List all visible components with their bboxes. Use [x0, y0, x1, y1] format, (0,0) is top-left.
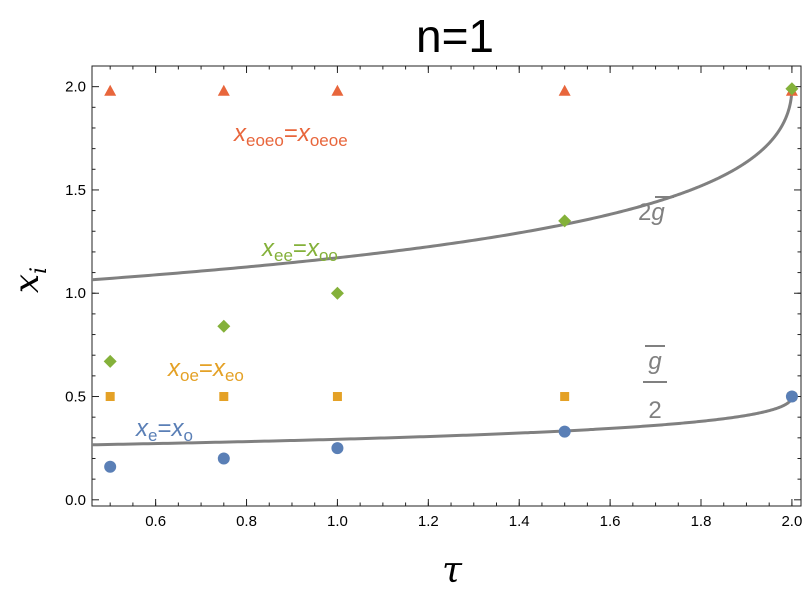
y-tick-label: 0.0	[65, 492, 86, 509]
x-tick-label: 1.6	[600, 513, 621, 530]
label-g-half-denominator: 2	[648, 397, 661, 424]
label-e-eq: =	[157, 415, 171, 442]
marker-e	[786, 391, 798, 403]
svg-text:xi: xi	[7, 267, 52, 293]
label-g-half-numerator: g	[648, 348, 662, 375]
marker-eoeo	[331, 85, 343, 96]
label-2g: 2g	[638, 197, 674, 226]
x-tick-label: 0.8	[236, 513, 257, 530]
label-ee-eq: =	[293, 235, 307, 262]
label-oe-sub2: eo	[225, 366, 244, 385]
y-tick-label: 1.5	[65, 182, 86, 199]
y-axis-label-sub: i	[27, 267, 52, 274]
label-e: xe=xo	[135, 415, 193, 445]
label-e-sub2: o	[183, 426, 192, 445]
y-tick-label: 2.0	[65, 79, 86, 96]
label-2g-prefix: 2	[638, 199, 651, 226]
chart-title: n=1	[416, 10, 494, 62]
x-tick-label: 1.2	[418, 513, 439, 530]
x-axis-label: τ	[442, 550, 463, 590]
x-tick-label: 1.4	[509, 513, 530, 530]
plot-frame	[92, 66, 801, 506]
marker-oe	[333, 392, 342, 401]
label-ee: xee=xoo	[261, 235, 338, 265]
y-axis-label-main: x	[7, 274, 47, 293]
y-tick-label: 1.0	[65, 285, 86, 302]
marker-eoeo	[104, 85, 116, 96]
marker-oe	[560, 392, 569, 401]
label-ee-sub2: oo	[319, 246, 338, 265]
y-tick-label: 0.5	[65, 389, 86, 406]
label-oe-eq: =	[199, 355, 213, 382]
label-e-sub1: e	[148, 426, 157, 445]
label-eoeo-x1: x	[233, 120, 247, 147]
marker-ee	[217, 320, 230, 333]
label-oe-x2: x	[212, 355, 226, 382]
label-eoeo-eq: =	[284, 120, 298, 147]
fit-curves	[92, 87, 792, 445]
label-e-x2: x	[170, 415, 184, 442]
label-eoeo-sub1: eoeo	[246, 131, 284, 150]
curve-2g	[92, 87, 792, 280]
label-oe-x1: x	[167, 355, 181, 382]
curve-g2	[92, 397, 792, 445]
label-g-half: g 2	[643, 346, 667, 424]
label-oe: xoe=xeo	[167, 355, 244, 385]
marker-e	[218, 452, 230, 464]
label-2g-symbol: g	[651, 199, 665, 226]
label-e-x1: x	[135, 415, 149, 442]
marker-oe	[219, 392, 228, 401]
marker-ee	[331, 287, 344, 300]
label-oe-sub1: oe	[180, 366, 199, 385]
axis-ticks: 0.6 0.8 1.0 1.2 1.4 1.6 1.8 2.0 0.0 0.5 1.0 1.5 2.0	[65, 66, 802, 530]
x-tick-label: 2.0	[781, 513, 802, 530]
marker-eoeo	[559, 85, 571, 96]
label-ee-x2: x	[306, 235, 320, 262]
marker-eoeo	[218, 85, 230, 96]
y-axis-label: xi	[7, 267, 52, 293]
x-tick-label: 1.8	[691, 513, 712, 530]
label-eoeo-sub2: oeoe	[310, 131, 348, 150]
marker-oe	[106, 392, 115, 401]
label-ee-x1: x	[261, 235, 275, 262]
label-eoeo-x2: x	[297, 120, 311, 147]
marker-e	[559, 426, 571, 438]
x-tick-label: 0.6	[145, 513, 166, 530]
label-ee-sub1: ee	[274, 246, 293, 265]
svg-text:2g: 2g	[638, 199, 665, 226]
data-markers	[104, 82, 799, 473]
marker-ee	[104, 355, 117, 368]
marker-e	[104, 461, 116, 473]
x-tick-label: 1.0	[327, 513, 348, 530]
marker-e	[331, 442, 343, 454]
label-eoeo: xeoeo=xoeoe	[233, 120, 348, 150]
